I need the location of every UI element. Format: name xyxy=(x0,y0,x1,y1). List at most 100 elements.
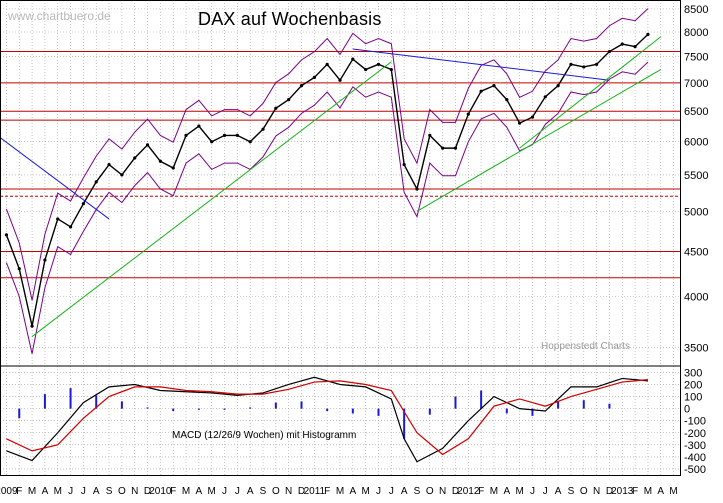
price-point xyxy=(556,84,560,88)
price-point xyxy=(428,133,432,138)
downtrend-line xyxy=(352,48,610,81)
bollinger-upper xyxy=(5,8,649,301)
x-tick-label: A xyxy=(42,486,49,497)
price-point xyxy=(646,32,650,36)
price-point xyxy=(222,133,227,138)
chart-title: DAX auf Wochenbasis xyxy=(198,9,382,29)
y-tick-label: 7000 xyxy=(684,78,708,90)
x-tick-label: M xyxy=(644,486,652,497)
y-tick-label: 7500 xyxy=(684,52,708,64)
price-point xyxy=(325,62,329,66)
y-tick-label: 6000 xyxy=(684,137,708,149)
x-tick-label: 2012 xyxy=(457,486,480,497)
price-point xyxy=(133,156,137,160)
price-point xyxy=(518,121,522,125)
price-point xyxy=(569,62,573,66)
x-tick-label: N xyxy=(131,486,138,497)
x-tick-label: M xyxy=(182,486,190,497)
price-point xyxy=(441,146,445,150)
x-tick-label: J xyxy=(68,486,73,497)
price-point xyxy=(453,146,458,150)
y-tick-label: 6500 xyxy=(684,106,708,118)
price-point xyxy=(261,127,265,131)
x-tick-label: N xyxy=(593,486,600,497)
x-tick-label: M xyxy=(515,486,523,497)
x-tick-label: F xyxy=(324,486,330,497)
y-tick-label: 3500 xyxy=(684,342,708,354)
uptrend-line xyxy=(31,61,392,337)
price-point xyxy=(492,84,496,88)
x-tick-label: F xyxy=(632,486,638,497)
x-tick-label: 2013 xyxy=(611,486,634,497)
x-tick-label: D xyxy=(298,486,305,497)
price-point xyxy=(94,180,98,184)
macd-tick-label: 300 xyxy=(684,367,702,379)
price-point xyxy=(389,67,393,72)
price-point xyxy=(338,78,342,82)
price-panel xyxy=(0,8,662,354)
macd-tick-label: 200 xyxy=(684,379,702,391)
price-point xyxy=(620,42,624,46)
price-point xyxy=(197,124,201,128)
y-tick-label: 5500 xyxy=(684,170,708,182)
x-tick-label: M xyxy=(669,486,677,497)
x-tick-label: S xyxy=(568,486,575,497)
axes: 3500 4000 4500 5000 5500 6000 6500 7000 7500 8000… xyxy=(0,0,708,497)
x-tick-label: N xyxy=(285,486,292,497)
x-tick-label: D xyxy=(452,486,459,497)
price-point xyxy=(607,49,612,54)
chart-grid xyxy=(0,0,680,475)
price-point xyxy=(466,112,470,116)
x-tick-label: M xyxy=(490,486,498,497)
watermark: www.chartbuero.de xyxy=(8,9,111,23)
x-tick-label: A xyxy=(503,486,510,497)
price-point xyxy=(56,217,60,221)
price-point xyxy=(235,133,239,138)
price-point xyxy=(479,89,483,93)
x-tick-label: J xyxy=(235,486,240,497)
price-point xyxy=(81,202,85,206)
x-tick-label: J xyxy=(222,486,227,497)
y-tick-label: 5000 xyxy=(684,206,708,218)
x-tick-label: S xyxy=(260,486,267,497)
price-point xyxy=(415,187,419,191)
price-point xyxy=(274,106,278,110)
x-tick-label: A xyxy=(349,486,356,497)
uptrend-line xyxy=(519,36,662,149)
macd-panel xyxy=(0,365,680,463)
price-point xyxy=(171,166,175,170)
x-tick-label: J xyxy=(543,486,548,497)
x-tick-label: 2011 xyxy=(304,486,326,497)
y-tick-label: 4000 xyxy=(684,291,708,303)
price-point xyxy=(364,67,368,72)
x-tick-label: 2009 xyxy=(0,486,18,497)
x-tick-label: S xyxy=(106,486,113,497)
y-tick-label: 8000 xyxy=(684,27,708,39)
x-tick-label: N xyxy=(439,486,446,497)
y-tick-label: 4500 xyxy=(684,246,708,258)
x-tick-label: J xyxy=(376,486,381,497)
price-point xyxy=(530,115,535,119)
price-point xyxy=(43,258,47,262)
macd-line xyxy=(6,376,648,463)
price-point xyxy=(68,225,73,229)
x-tick-label: S xyxy=(414,486,421,497)
support-resistance-lines xyxy=(0,51,680,279)
x-tick-label: M xyxy=(208,486,216,497)
downtrend-line xyxy=(0,136,110,220)
x-tick-label: J xyxy=(530,486,535,497)
data-source: Hoppenstedt Charts xyxy=(541,341,630,352)
x-tick-label: D xyxy=(606,486,613,497)
x-tick-label: O xyxy=(272,486,280,497)
price-point xyxy=(582,65,586,69)
x-tick-label: A xyxy=(247,486,254,497)
x-tick-label: D xyxy=(144,486,151,497)
price-point xyxy=(351,57,355,61)
price-point xyxy=(376,62,381,66)
price-point xyxy=(30,324,34,328)
uptrend-line xyxy=(416,69,662,212)
x-tick-label: M xyxy=(336,486,344,497)
macd-tick-label: 0 xyxy=(684,404,690,416)
x-tick-label: F xyxy=(16,486,22,497)
x-tick-label: O xyxy=(118,486,126,497)
